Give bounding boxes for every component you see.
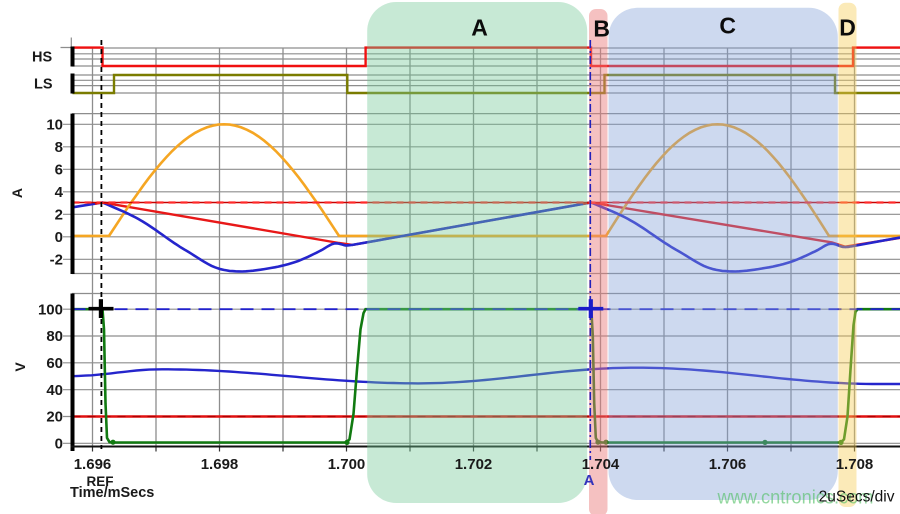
svg-text:1.700: 1.700 (328, 456, 366, 473)
svg-text:2: 2 (55, 207, 63, 224)
svg-text:60: 60 (46, 355, 63, 372)
svg-text:LS: LS (34, 77, 53, 93)
svg-text:0: 0 (55, 229, 63, 246)
svg-text:1.704: 1.704 (582, 456, 620, 473)
svg-text:A: A (471, 15, 488, 41)
svg-text:www.cntronics.com: www.cntronics.com (717, 487, 874, 508)
svg-text:1.702: 1.702 (455, 456, 493, 473)
svg-text:A: A (584, 472, 595, 489)
svg-text:100: 100 (38, 301, 63, 318)
svg-text:HS: HS (32, 49, 52, 65)
svg-text:40: 40 (46, 382, 63, 399)
svg-text:REF: REF (87, 474, 114, 489)
svg-text:0: 0 (55, 436, 63, 453)
svg-text:2uSecs/div: 2uSecs/div (819, 489, 895, 506)
svg-text:1.706: 1.706 (709, 456, 747, 473)
svg-text:1.696: 1.696 (74, 456, 112, 473)
svg-text:-2: -2 (50, 252, 63, 269)
svg-text:V: V (12, 362, 28, 372)
svg-text:80: 80 (46, 328, 63, 345)
svg-text:6: 6 (55, 162, 63, 179)
svg-text:Time/mSecs: Time/mSecs (70, 485, 154, 501)
svg-text:10: 10 (46, 117, 63, 134)
svg-text:1.698: 1.698 (201, 456, 239, 473)
svg-text:B: B (593, 16, 610, 42)
svg-text:1.708: 1.708 (836, 456, 874, 473)
svg-text:C: C (719, 12, 736, 38)
svg-text:4: 4 (55, 184, 64, 201)
svg-text:20: 20 (46, 409, 63, 426)
svg-text:A: A (9, 188, 25, 198)
svg-text:8: 8 (55, 139, 63, 156)
svg-text:D: D (839, 15, 856, 41)
